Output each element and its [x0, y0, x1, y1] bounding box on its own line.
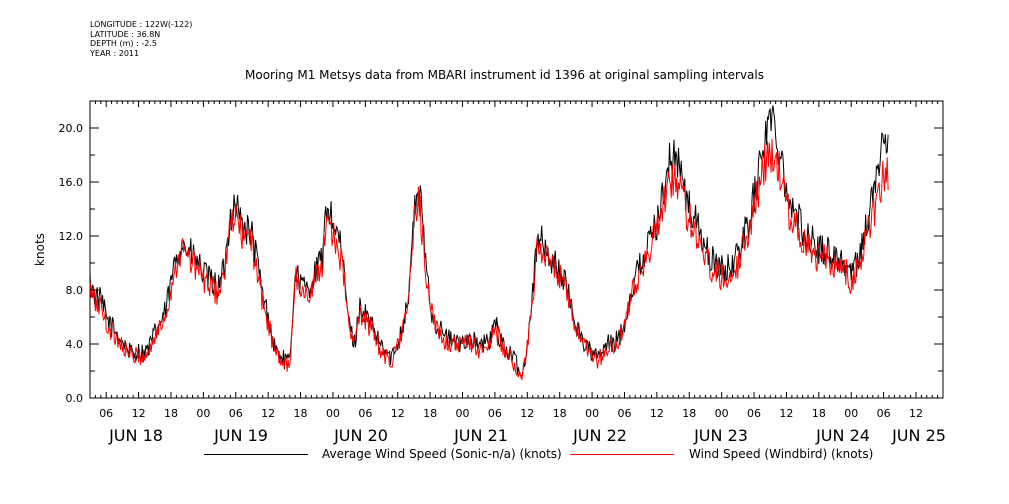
- x-hour-tick-label: 12: [779, 407, 793, 420]
- x-hour-tick-label: 12: [261, 407, 275, 420]
- x-hour-tick-label: 06: [488, 407, 502, 420]
- x-hour-tick-label: 06: [99, 407, 113, 420]
- x-day-label: JUN 24: [815, 426, 870, 445]
- x-hour-tick-label: 18: [553, 407, 567, 420]
- longitude-label: LONGITUDE : 122W(-122): [90, 20, 193, 29]
- series-line-average-wind-speed: [89, 105, 889, 378]
- x-hour-tick-label: 06: [747, 407, 761, 420]
- x-hour-tick-label: 12: [132, 407, 146, 420]
- x-hour-tick-label: 18: [164, 407, 178, 420]
- x-hour-tick-label: 06: [617, 407, 631, 420]
- y-tick-label: 16.0: [59, 176, 84, 189]
- year-label: YEAR : 2011: [90, 48, 140, 58]
- legend-label-average-wind: Average Wind Speed (Sonic-n/a) (knots): [322, 447, 562, 461]
- x-hour-tick-label: 00: [715, 407, 729, 420]
- x-day-label: JUN 21: [453, 426, 508, 445]
- depth-label: DEPTH (m) : -2.5: [90, 39, 157, 48]
- x-hour-tick-label: 00: [844, 407, 858, 420]
- x-hour-tick-label: 18: [812, 407, 826, 420]
- legend-line-red: [570, 454, 674, 455]
- x-hour-tick-label: 12: [391, 407, 405, 420]
- y-tick-label: 8.0: [66, 284, 84, 297]
- axis-layer: 06 12 18 00 06 12 18 00 06 12 18 00 06 12 18 00 06 12 18 00…: [33, 100, 946, 445]
- y-tick-label: 4.0: [66, 338, 84, 351]
- x-day-label: JUN 19: [213, 426, 268, 445]
- y-axis-label: knots: [33, 233, 47, 266]
- legend: Average Wind Speed (Sonic-n/a) (knots) W…: [0, 446, 1009, 462]
- x-day-label: JUN 22: [572, 426, 627, 445]
- x-hour-tick-label: 00: [196, 407, 210, 420]
- legend-label-windbird: Wind Speed (Windbird) (knots): [689, 447, 874, 461]
- x-hour-tick-label: 00: [456, 407, 470, 420]
- x-hour-tick-label: 06: [358, 407, 372, 420]
- x-hour-tick-label: 00: [585, 407, 599, 420]
- x-hour-tick-label: 12: [650, 407, 664, 420]
- legend-line-black: [204, 454, 308, 455]
- x-hour-tick-label: 18: [423, 407, 437, 420]
- x-day-label: JUN 18: [108, 426, 163, 445]
- x-day-label: JUN 25: [891, 426, 946, 445]
- latitude-label: LATITUDE : 36.8N: [90, 29, 161, 39]
- x-hour-tick-label: 06: [229, 407, 243, 420]
- x-hour-tick-label: 12: [520, 407, 534, 420]
- y-tick-label: 20.0: [59, 122, 84, 135]
- x-day-label: JUN 23: [693, 426, 748, 445]
- mooring-metadata: LONGITUDE : 122W(-122) LATITUDE : 36.8N …: [90, 20, 192, 58]
- series-line-windbird-wind-speed: [89, 138, 889, 381]
- x-day-label: JUN 20: [333, 426, 388, 445]
- y-tick-label: 0.0: [66, 392, 84, 405]
- x-hour-tick-label: 00: [326, 407, 340, 420]
- x-hour-tick-label: 18: [682, 407, 696, 420]
- series-layer: [89, 105, 889, 381]
- y-tick-label: 12.0: [59, 230, 84, 243]
- x-hour-tick-label: 18: [294, 407, 308, 420]
- x-hour-tick-label: 12: [909, 407, 923, 420]
- chart-title: Mooring M1 Metsys data from MBARI instru…: [245, 68, 764, 82]
- x-hour-tick-label: 06: [877, 407, 891, 420]
